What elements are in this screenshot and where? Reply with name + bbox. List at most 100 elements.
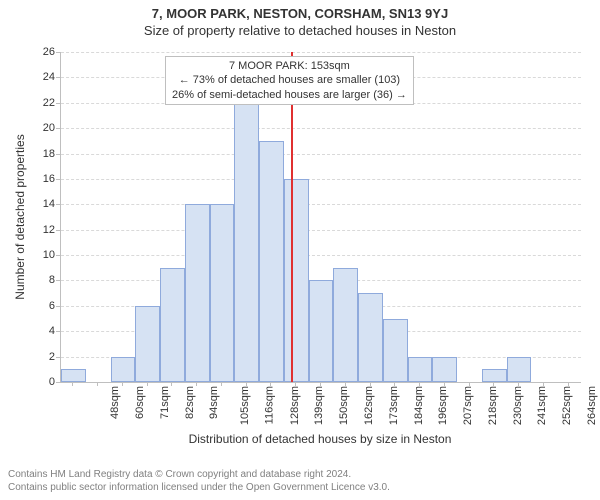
x-tick-mark [518, 382, 519, 386]
x-tick-label: 173sqm [388, 386, 400, 425]
y-tick-label: 12 [15, 224, 55, 236]
x-tick-mark [147, 382, 148, 386]
y-tick-mark [56, 103, 60, 104]
title-sub: Size of property relative to detached ho… [0, 21, 600, 42]
x-tick-label: 48sqm [109, 386, 121, 419]
histogram-bar [61, 369, 86, 382]
histogram-bar [234, 103, 259, 382]
histogram-bar [408, 357, 433, 382]
x-tick-mark [444, 382, 445, 386]
y-tick-label: 4 [15, 325, 55, 337]
y-tick-mark [56, 52, 60, 53]
histogram-bar [259, 141, 284, 382]
histogram-bar [309, 280, 334, 382]
gridline [61, 204, 581, 205]
x-tick-mark [394, 382, 395, 386]
y-tick-label: 2 [15, 351, 55, 363]
x-tick-mark [493, 382, 494, 386]
footer-attribution: Contains HM Land Registry data © Crown c… [8, 469, 390, 494]
y-tick-mark [56, 255, 60, 256]
x-tick-label: 150sqm [338, 386, 350, 425]
histogram-bar [135, 306, 160, 382]
x-tick-label: 105sqm [239, 386, 251, 425]
y-tick-label: 16 [15, 173, 55, 185]
x-tick-label: 94sqm [208, 386, 220, 419]
histogram-bar [432, 357, 457, 382]
x-tick-mark [72, 382, 73, 386]
gridline [61, 128, 581, 129]
y-tick-label: 22 [15, 97, 55, 109]
y-tick-mark [56, 179, 60, 180]
y-tick-label: 20 [15, 122, 55, 134]
gridline [61, 154, 581, 155]
x-tick-mark [246, 382, 247, 386]
y-tick-mark [56, 306, 60, 307]
y-tick-label: 8 [15, 274, 55, 286]
x-tick-mark [543, 382, 544, 386]
x-tick-mark [370, 382, 371, 386]
chart-region: Number of detached properties 7 MOOR PAR… [0, 42, 600, 442]
x-tick-mark [171, 382, 172, 386]
y-tick-mark [56, 331, 60, 332]
y-tick-mark [56, 154, 60, 155]
x-tick-label: 230sqm [512, 386, 524, 425]
x-tick-label: 264sqm [586, 386, 598, 425]
y-tick-label: 14 [15, 198, 55, 210]
y-tick-mark [56, 382, 60, 383]
gridline [61, 52, 581, 53]
y-tick-label: 10 [15, 249, 55, 261]
x-tick-mark [270, 382, 271, 386]
y-tick-label: 0 [15, 376, 55, 388]
x-tick-label: 207sqm [462, 386, 474, 425]
histogram-bar [160, 268, 185, 382]
x-tick-mark [419, 382, 420, 386]
histogram-bar [507, 357, 532, 382]
y-tick-mark [56, 204, 60, 205]
x-tick-mark [469, 382, 470, 386]
y-tick-label: 26 [15, 46, 55, 58]
histogram-bar [284, 179, 309, 382]
x-tick-label: 82sqm [184, 386, 196, 419]
x-tick-mark [196, 382, 197, 386]
x-axis-label: Distribution of detached houses by size … [60, 432, 580, 446]
footer-line-1: Contains HM Land Registry data © Crown c… [8, 469, 390, 482]
x-tick-label: 128sqm [289, 386, 301, 425]
x-tick-label: 218sqm [487, 386, 499, 425]
x-tick-mark [122, 382, 123, 386]
annotation-line-1: 7 MOOR PARK: 153sqm [172, 59, 407, 73]
annotation-box: 7 MOOR PARK: 153sqm ← 73% of detached ho… [165, 56, 414, 105]
annotation-line-3: 26% of semi-detached houses are larger (… [172, 88, 407, 102]
annotation-line-2: ← 73% of detached houses are smaller (10… [172, 73, 407, 87]
x-tick-mark [97, 382, 98, 386]
histogram-bar [333, 268, 358, 382]
footer-line-2: Contains public sector information licen… [8, 482, 390, 495]
gridline [61, 230, 581, 231]
x-tick-label: 162sqm [363, 386, 375, 425]
histogram-bar [383, 319, 408, 382]
x-tick-label: 71sqm [159, 386, 171, 419]
title-main: 7, MOOR PARK, NESTON, CORSHAM, SN13 9YJ [0, 0, 600, 21]
x-tick-label: 241sqm [536, 386, 548, 425]
y-tick-label: 24 [15, 71, 55, 83]
histogram-bar [358, 293, 383, 382]
y-tick-label: 6 [15, 300, 55, 312]
y-tick-mark [56, 128, 60, 129]
x-tick-label: 252sqm [561, 386, 573, 425]
y-tick-mark [56, 77, 60, 78]
x-tick-label: 184sqm [413, 386, 425, 425]
histogram-bar [111, 357, 136, 382]
x-tick-label: 196sqm [437, 386, 449, 425]
x-tick-label: 60sqm [134, 386, 146, 419]
y-tick-mark [56, 230, 60, 231]
histogram-bar [482, 369, 507, 382]
x-tick-label: 139sqm [314, 386, 326, 425]
x-tick-label: 116sqm [263, 386, 275, 424]
gridline [61, 255, 581, 256]
histogram-bar [210, 204, 235, 382]
x-tick-mark [295, 382, 296, 386]
y-tick-label: 18 [15, 148, 55, 160]
x-tick-mark [221, 382, 222, 386]
x-tick-mark [345, 382, 346, 386]
histogram-bar [185, 204, 210, 382]
gridline [61, 179, 581, 180]
